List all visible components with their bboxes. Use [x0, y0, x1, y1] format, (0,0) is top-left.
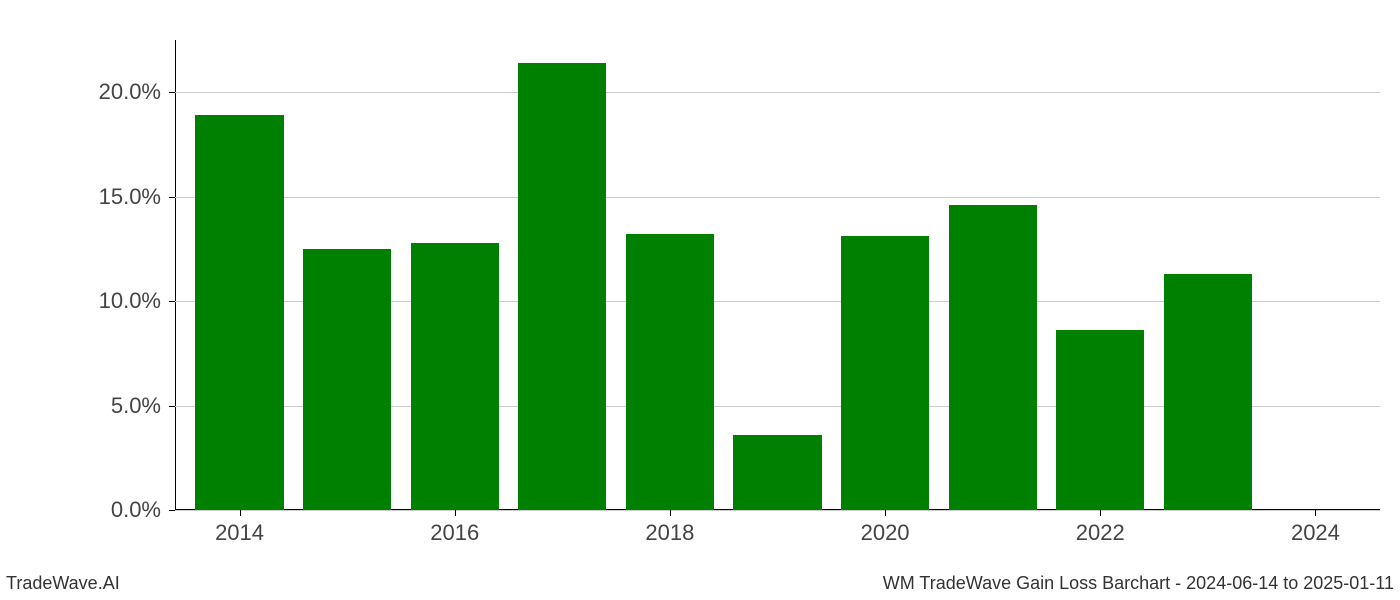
y-gridline — [175, 197, 1380, 198]
y-tick-label: 15.0% — [99, 184, 175, 210]
x-tick-label: 2014 — [215, 510, 264, 546]
footer-caption: WM TradeWave Gain Loss Barchart - 2024-0… — [883, 573, 1394, 594]
footer-brand: TradeWave.AI — [6, 573, 120, 594]
bar — [841, 236, 929, 510]
bar — [1164, 274, 1252, 510]
x-tick-label: 2020 — [861, 510, 910, 546]
x-tick-label: 2016 — [430, 510, 479, 546]
y-gridline — [175, 510, 1380, 511]
y-tick-label: 20.0% — [99, 79, 175, 105]
bar — [626, 234, 714, 510]
plot-area: 0.0%5.0%10.0%15.0%20.0%20142016201820202… — [175, 40, 1380, 510]
x-tick-label: 2018 — [645, 510, 694, 546]
bar — [303, 249, 391, 510]
y-tick-label: 10.0% — [99, 288, 175, 314]
y-axis-line — [175, 40, 176, 510]
bar — [1056, 330, 1144, 510]
bar — [411, 243, 499, 510]
barchart-container: 0.0% 5.0% 10.0% 15.0% 20.0% 2014 2016 2018 2020 2… — [0, 0, 1400, 600]
y-tick-label: 5.0% — [111, 393, 175, 419]
bar — [949, 205, 1037, 510]
x-tick-label: 2024 — [1291, 510, 1340, 546]
bar — [733, 435, 821, 510]
y-gridline — [175, 92, 1380, 93]
x-tick-label: 2022 — [1076, 510, 1125, 546]
bar — [518, 63, 606, 510]
bar — [195, 115, 283, 510]
y-tick-label: 0.0% — [111, 497, 175, 523]
